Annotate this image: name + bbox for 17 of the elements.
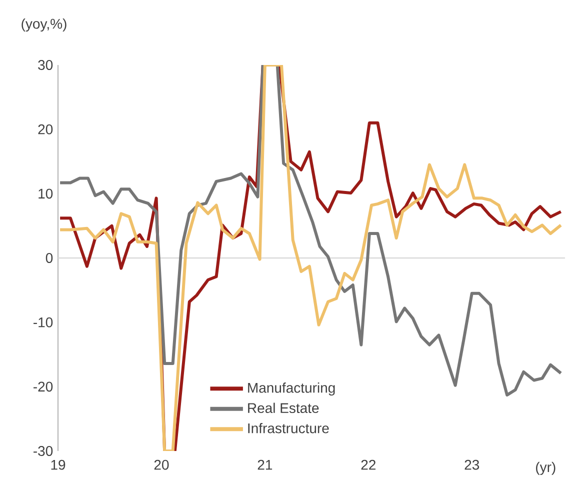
legend-label: Infrastructure: [248, 422, 329, 434]
y-tick-label: 30: [38, 60, 53, 70]
legend-label: Manufacturing: [248, 382, 335, 396]
legend-label: Real Estate: [248, 402, 319, 414]
x-axis-title: (yr): [536, 462, 556, 475]
x-tick-label: 23: [464, 460, 480, 470]
x-tick-label: 19: [51, 460, 66, 470]
x-tick-label: 21: [258, 460, 272, 470]
y-tick-label: -30: [34, 446, 53, 456]
y-tick-label: 0: [46, 253, 53, 263]
y-axis-title: (yoy,%): [22, 18, 66, 32]
y-tick-label: 20: [38, 124, 53, 134]
y-tick-label: 10: [38, 188, 53, 199]
y-tick-label: -20: [34, 382, 53, 392]
y-tick-label: -10: [34, 317, 53, 328]
x-tick-label: 22: [361, 460, 376, 470]
x-tick-label: 20: [154, 460, 169, 470]
